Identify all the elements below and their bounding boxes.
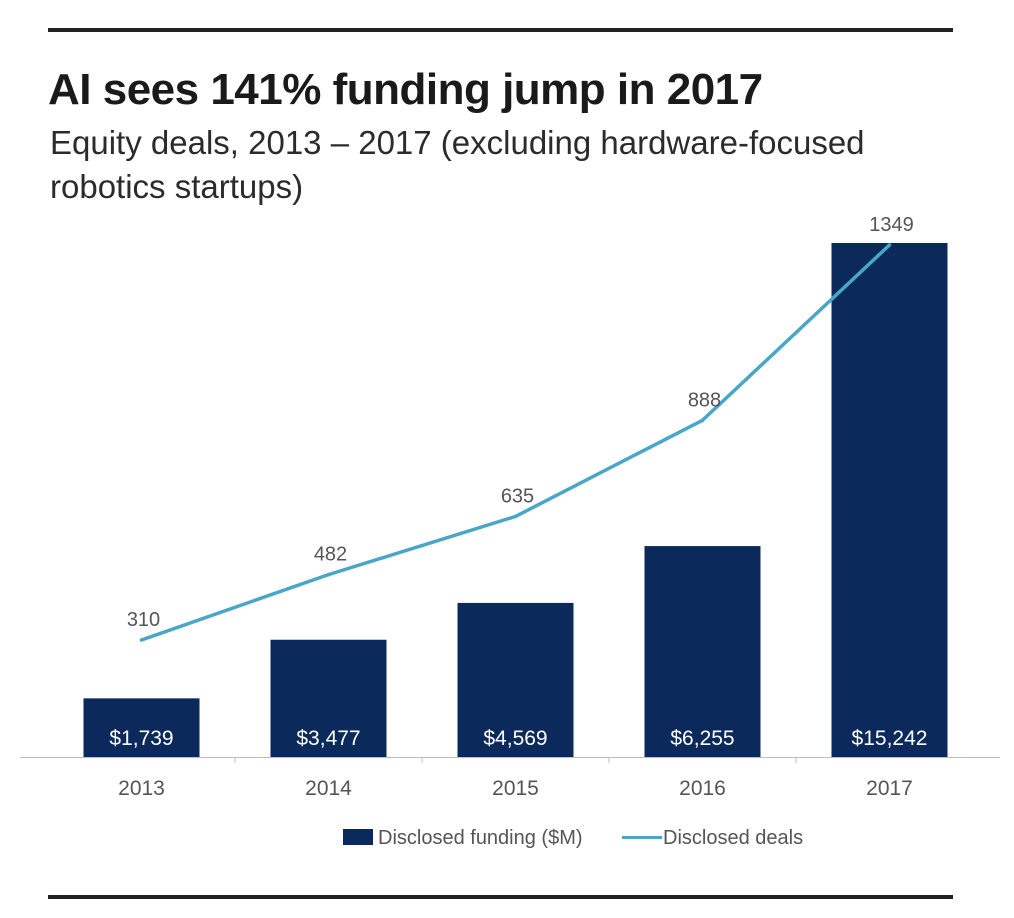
bar-value-label-2013: $1,739	[109, 727, 173, 750]
x-tick-label-2016: 2016	[679, 777, 726, 800]
deals-point-2016	[700, 418, 705, 423]
deals-point-2014	[326, 572, 331, 577]
bottom-rule	[48, 895, 953, 899]
chart-subtitle: Equity deals, 2013 – 2017 (excluding har…	[50, 124, 865, 205]
legend-label-funding: Disclosed funding ($M)	[378, 827, 583, 849]
deals-point-2015	[513, 514, 518, 519]
deals-point-2017	[887, 243, 892, 247]
deals-point-2013	[139, 638, 144, 642]
top-rule	[48, 28, 953, 32]
deals-value-label-2017: 1349	[869, 214, 914, 236]
legend-label-deals: Disclosed deals	[663, 827, 803, 849]
bar-2017	[831, 243, 948, 757]
deals-value-label-2014: 482	[314, 544, 347, 566]
legend-swatch-funding	[343, 829, 373, 845]
deals-line	[140, 243, 891, 642]
x-tick-label-2017: 2017	[866, 777, 913, 800]
bar-2013	[83, 698, 200, 757]
deals-value-label-2015: 635	[501, 485, 534, 507]
deals-value-label-2013: 310	[127, 609, 160, 631]
bar-value-label-2015: $4,569	[483, 727, 547, 750]
x-tick-label-2014: 2014	[305, 777, 352, 800]
bar-2016	[644, 546, 761, 757]
x-tick-label-2013: 2013	[118, 777, 165, 800]
bar-value-label-2016: $6,255	[670, 727, 734, 750]
bar-2015	[457, 602, 574, 757]
bar-2014	[270, 639, 387, 757]
x-tick-label-2015: 2015	[492, 777, 539, 800]
bar-value-label-2014: $3,477	[296, 727, 360, 750]
deals-value-label-2016: 888	[688, 389, 721, 411]
chart-title: AI sees 141% funding jump in 2017	[48, 65, 763, 114]
bar-value-label-2017: $15,242	[852, 727, 928, 750]
